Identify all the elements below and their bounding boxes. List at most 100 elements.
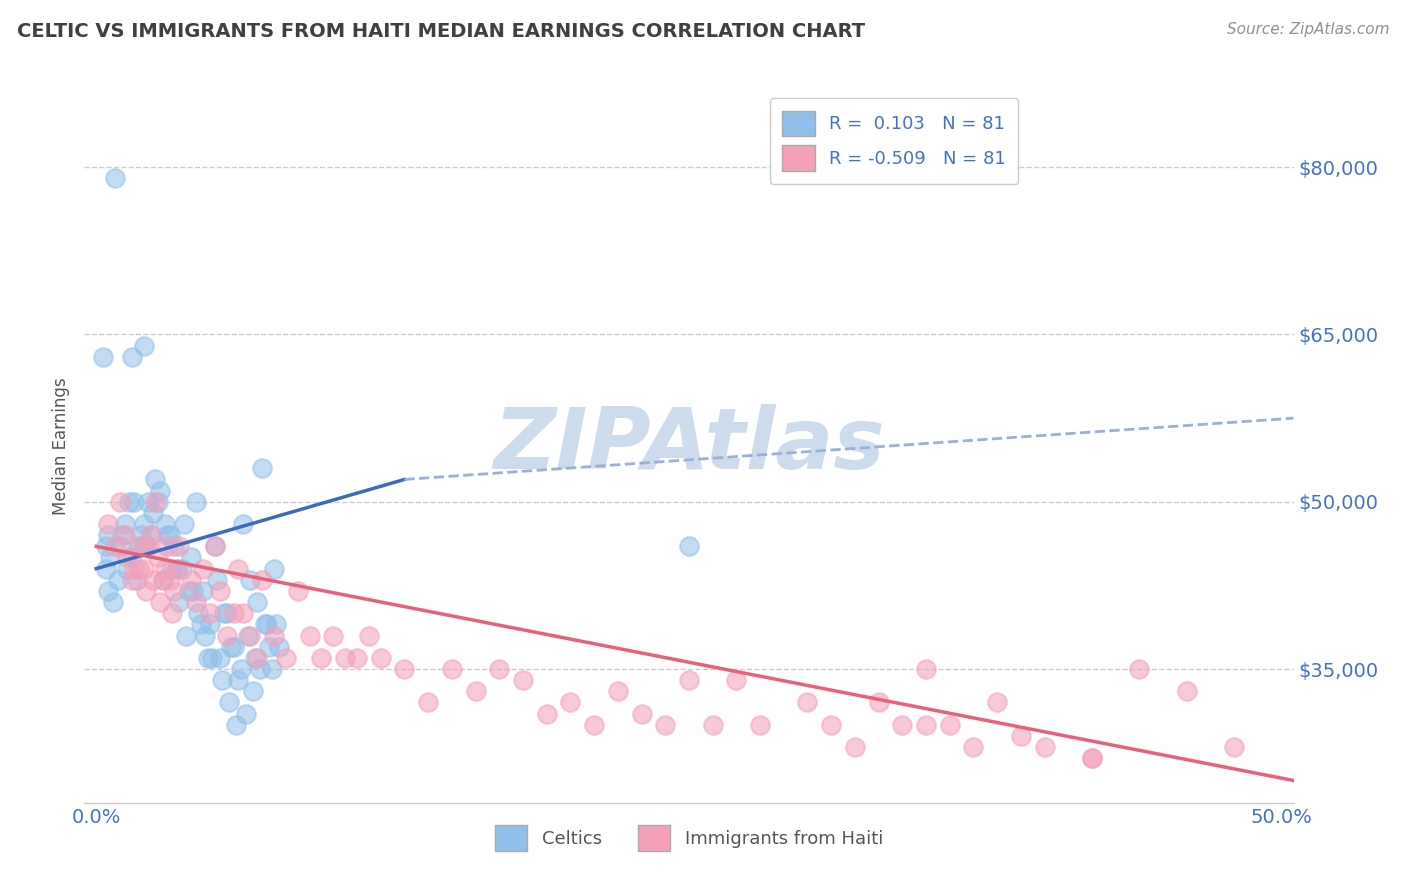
Point — [215, 628, 238, 642]
Point — [274, 651, 297, 665]
Point — [146, 494, 169, 508]
Point — [108, 494, 131, 508]
Point — [986, 696, 1008, 710]
Point — [156, 528, 179, 542]
Point — [190, 617, 212, 632]
Point — [201, 651, 224, 665]
Point — [114, 517, 136, 532]
Point — [118, 494, 141, 508]
Point — [1081, 751, 1104, 765]
Point — [108, 539, 131, 553]
Point — [222, 607, 245, 621]
Point — [204, 539, 226, 553]
Point — [97, 583, 120, 598]
Point — [246, 595, 269, 609]
Point — [114, 528, 136, 542]
Point — [129, 528, 152, 542]
Point — [249, 662, 271, 676]
Point — [260, 662, 283, 676]
Point — [153, 562, 176, 576]
Point — [915, 717, 938, 731]
Point — [208, 651, 231, 665]
Point — [160, 562, 183, 576]
Point — [184, 595, 207, 609]
Point — [311, 651, 333, 665]
Point — [121, 573, 143, 587]
Point — [235, 706, 257, 721]
Point — [125, 573, 148, 587]
Point — [239, 573, 262, 587]
Point — [187, 607, 209, 621]
Point — [256, 617, 278, 632]
Point — [149, 595, 172, 609]
Point — [263, 562, 285, 576]
Point — [142, 506, 165, 520]
Point — [115, 550, 138, 565]
Point — [868, 696, 890, 710]
Y-axis label: Median Earnings: Median Earnings — [52, 377, 70, 515]
Point — [370, 651, 392, 665]
Point — [725, 673, 748, 687]
Point — [678, 539, 700, 553]
Point — [100, 550, 122, 565]
Point — [630, 706, 652, 721]
Point — [702, 717, 724, 731]
Point — [139, 528, 162, 542]
Point — [263, 628, 285, 642]
Point — [146, 550, 169, 565]
Point — [221, 640, 243, 654]
Point — [115, 562, 138, 576]
Point — [259, 640, 281, 654]
Point — [138, 539, 160, 553]
Point — [132, 338, 155, 352]
Point — [97, 528, 120, 542]
Point — [142, 573, 165, 587]
Point — [1081, 751, 1104, 765]
Point — [94, 562, 117, 576]
Point — [91, 350, 114, 364]
Point — [228, 673, 250, 687]
Point — [287, 583, 309, 598]
Point — [173, 517, 195, 532]
Point — [225, 717, 247, 731]
Point — [266, 617, 288, 632]
Point — [678, 673, 700, 687]
Point — [176, 628, 198, 642]
Point — [183, 583, 205, 598]
Point — [198, 607, 221, 621]
Point — [184, 494, 207, 508]
Point — [346, 651, 368, 665]
Point — [583, 717, 606, 731]
Point — [101, 595, 124, 609]
Point — [606, 684, 628, 698]
Point — [170, 562, 193, 576]
Point — [938, 717, 960, 731]
Text: CELTIC VS IMMIGRANTS FROM HAITI MEDIAN EARNINGS CORRELATION CHART: CELTIC VS IMMIGRANTS FROM HAITI MEDIAN E… — [17, 22, 865, 41]
Point — [153, 517, 176, 532]
Point — [246, 651, 269, 665]
Point — [166, 562, 188, 576]
Point — [222, 640, 245, 654]
Point — [94, 539, 117, 553]
Point — [197, 651, 219, 665]
Point — [488, 662, 510, 676]
Point — [322, 628, 344, 642]
Point — [229, 662, 252, 676]
Point — [232, 607, 254, 621]
Point — [159, 573, 181, 587]
Point — [145, 473, 167, 487]
Point — [111, 528, 134, 542]
Point — [198, 617, 221, 632]
Point — [820, 717, 842, 731]
Point — [152, 573, 174, 587]
Point — [243, 651, 266, 665]
Point — [204, 539, 226, 553]
Point — [132, 562, 155, 576]
Point — [107, 573, 129, 587]
Point — [1033, 740, 1056, 755]
Point — [962, 740, 984, 755]
Point — [212, 607, 235, 621]
Point — [1175, 684, 1198, 698]
Point — [560, 696, 582, 710]
Point — [121, 350, 143, 364]
